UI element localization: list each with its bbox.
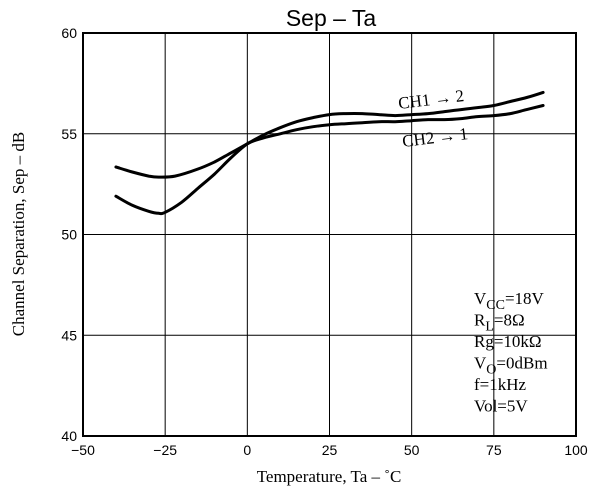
grid [83, 33, 576, 436]
x-tick-label: 100 [564, 442, 588, 458]
test-condition-line: Rg=10kΩ [474, 332, 542, 351]
y-axis-label: Channel Separation, Sep – dB [9, 132, 28, 336]
y-tick-label: 60 [61, 25, 77, 41]
test-condition-line: Vol=5V [474, 397, 528, 416]
y-tick-label: 45 [61, 327, 77, 343]
test-condition-line: f=1kHz [474, 375, 527, 394]
x-tick-label: 25 [322, 442, 338, 458]
x-axis-label: Temperature, Ta – ˚C [257, 467, 402, 486]
y-tick-label: 50 [61, 227, 77, 243]
x-tick-labels: −50 −25 0 25 50 75 100 [71, 442, 588, 458]
x-tick-label: 75 [486, 442, 502, 458]
x-tick-label: −25 [153, 442, 177, 458]
y-tick-label: 40 [61, 428, 77, 444]
test-condition-line: VO=0dBm [474, 354, 548, 378]
x-tick-label: 0 [243, 442, 251, 458]
test-condition-line: VCC=18V [474, 289, 545, 313]
y-tick-labels: 40 45 50 55 60 [61, 25, 77, 444]
y-tick-label: 55 [61, 126, 77, 142]
chart-title: Sep – Ta [286, 5, 377, 31]
x-tick-label: 50 [404, 442, 420, 458]
test-condition-line: RL=8Ω [474, 311, 525, 335]
series-line-1 [114, 90, 545, 179]
series-lines [114, 90, 545, 216]
series-line-2 [114, 104, 545, 216]
x-tick-label: −50 [71, 442, 95, 458]
